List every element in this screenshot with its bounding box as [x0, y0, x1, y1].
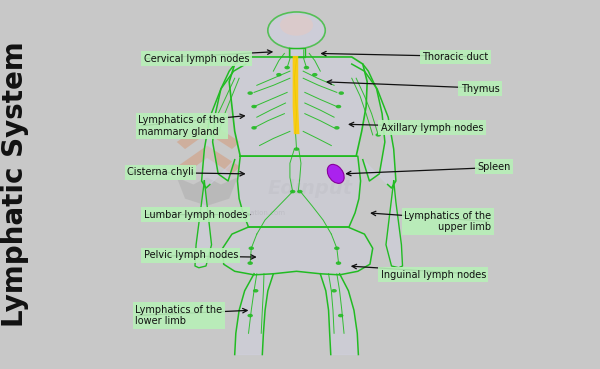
Text: Inguinal lymph nodes: Inguinal lymph nodes [380, 270, 486, 280]
Circle shape [334, 246, 340, 250]
Text: Lymphatics of the
mammary gland: Lymphatics of the mammary gland [138, 115, 225, 137]
Circle shape [247, 314, 253, 317]
Circle shape [247, 92, 253, 95]
Circle shape [276, 73, 281, 76]
Text: Edulication.com: Edulication.com [229, 210, 285, 216]
Circle shape [251, 126, 257, 130]
Circle shape [338, 92, 344, 95]
Polygon shape [177, 121, 240, 149]
Circle shape [336, 261, 341, 265]
Circle shape [312, 73, 317, 76]
Circle shape [304, 66, 309, 69]
Circle shape [251, 105, 257, 108]
Circle shape [336, 105, 341, 108]
Polygon shape [223, 227, 373, 275]
Polygon shape [177, 145, 240, 174]
Text: Cervical lymph nodes: Cervical lymph nodes [143, 54, 249, 64]
Circle shape [280, 14, 313, 36]
Circle shape [253, 289, 259, 293]
Text: Edinput: Edinput [268, 179, 353, 197]
Polygon shape [238, 156, 361, 227]
Circle shape [247, 261, 253, 265]
Circle shape [290, 190, 295, 193]
Circle shape [284, 66, 290, 69]
Text: Cisterna chyli: Cisterna chyli [127, 167, 194, 177]
Text: Spleen: Spleen [478, 162, 511, 172]
Circle shape [248, 246, 254, 250]
Polygon shape [202, 64, 246, 188]
Circle shape [294, 147, 299, 151]
Text: Thymus: Thymus [461, 84, 500, 94]
Polygon shape [235, 274, 274, 355]
Circle shape [297, 190, 302, 193]
Text: Thoracic duct: Thoracic duct [422, 52, 488, 62]
Circle shape [334, 126, 340, 130]
Polygon shape [229, 57, 367, 156]
Text: Axillary lymph nodes: Axillary lymph nodes [380, 123, 483, 133]
Polygon shape [195, 181, 212, 268]
Text: Lumbar lymph nodes: Lumbar lymph nodes [143, 210, 247, 220]
Polygon shape [320, 274, 358, 355]
Circle shape [268, 12, 325, 49]
Circle shape [338, 314, 343, 317]
Text: Lymphatic System: Lymphatic System [1, 42, 29, 327]
Polygon shape [289, 48, 305, 57]
Text: Lymphatics of the
upper limb: Lymphatics of the upper limb [404, 211, 491, 232]
Circle shape [209, 133, 214, 137]
Polygon shape [386, 181, 403, 268]
Circle shape [376, 133, 381, 137]
Text: Pelvic lymph nodes: Pelvic lymph nodes [143, 250, 238, 261]
Polygon shape [352, 64, 396, 188]
Polygon shape [177, 177, 238, 206]
Text: Lymphatics of the
lower limb: Lymphatics of the lower limb [136, 305, 223, 326]
Circle shape [331, 289, 337, 293]
Ellipse shape [328, 164, 344, 183]
